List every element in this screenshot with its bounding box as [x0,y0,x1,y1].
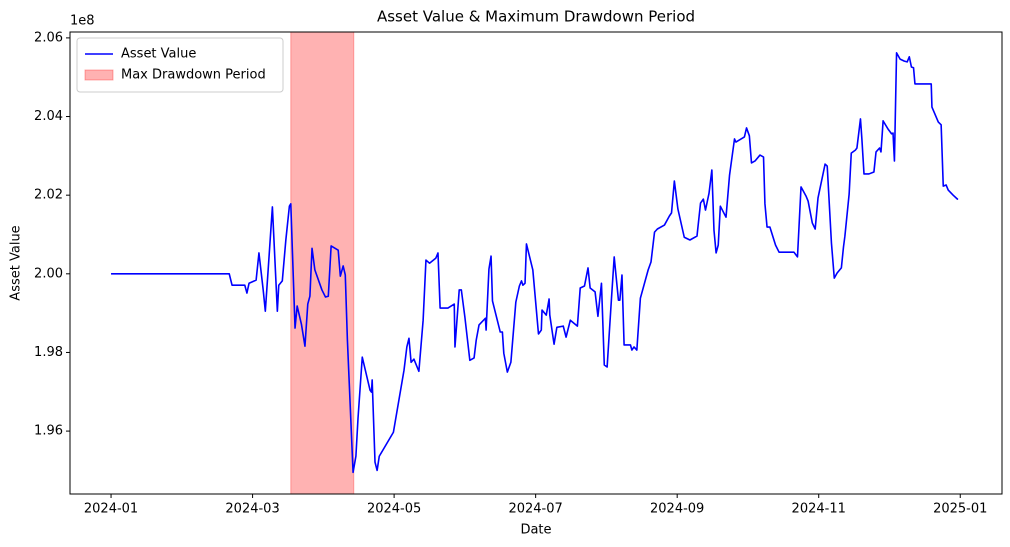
data-line [111,52,959,474]
legend-box [76,37,284,93]
y-tick-label: 1.98 [34,345,63,360]
y-tick-label: 2.06 [34,30,63,45]
legend-label: Max Drawdown Period [121,68,266,83]
legend: Asset Value Max Drawdown Period [76,37,284,93]
y-tick-label: 2.00 [34,266,63,281]
x-tick-label: 2024-07 [508,502,562,517]
x-tick-label: 2025-01 [933,502,987,517]
x-tick-label: 2024-03 [225,502,279,517]
y-tick-label: 1.96 [34,424,63,439]
y-offset-label: 1e8 [70,14,95,29]
y-axis-label: Asset Value [9,225,24,300]
x-tick-label: 2024-05 [367,502,421,517]
chart-title: Asset Value & Maximum Drawdown Period [377,8,695,26]
y-tick-label: 2.04 [34,109,63,124]
x-tick-label: 2024-11 [792,502,846,517]
y-tick-label: 2.02 [34,188,63,203]
legend-label: Asset Value [121,47,196,62]
x-tick-label: 2024-01 [84,502,138,517]
legend-patch [84,69,114,81]
shaded-span [290,31,355,495]
x-axis-label: Date [520,523,551,538]
x-tick-label: 2024-09 [650,502,704,517]
